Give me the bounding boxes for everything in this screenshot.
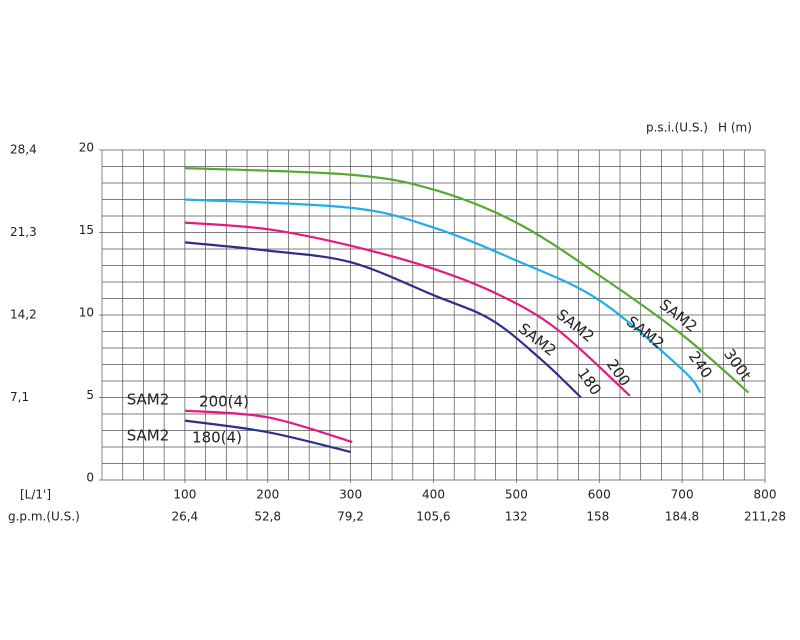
curve (184, 167, 750, 394)
curve (184, 419, 351, 454)
y2-tick-label: 28,4 (10, 143, 37, 157)
y-tick-label: 15 (79, 223, 94, 237)
x-tick-label: 600 (588, 488, 611, 502)
x-tick-label: 700 (671, 488, 694, 502)
x2-tick-label: 132 (505, 510, 528, 524)
x-axis-label: [L/1'] (20, 488, 51, 502)
curve (184, 198, 702, 394)
curve (184, 241, 582, 399)
curve (184, 409, 353, 444)
y2-axis-label: p.s.i.(U.S.) (646, 121, 708, 135)
curve-label: SAM2 (127, 391, 170, 409)
y-tick-label: 10 (79, 306, 94, 320)
x-tick-label: 300 (339, 488, 362, 502)
x-tick-label: 100 (173, 488, 196, 502)
y-tick-label: 20 (79, 141, 94, 155)
x-tick-label: 800 (754, 488, 777, 502)
y-axis-label: H (m) (718, 121, 752, 135)
y2-tick-label: 14,2 (10, 308, 37, 322)
x2-tick-label: 158 (586, 510, 609, 524)
y2-tick-label: 7,1 (10, 390, 29, 404)
x-tick-label: 500 (505, 488, 528, 502)
x2-tick-label: 105,6 (416, 510, 450, 524)
curve (184, 221, 631, 397)
x-tick-label: 200 (256, 488, 279, 502)
x2-axis-label: g.p.m.(U.S.) (8, 510, 80, 524)
curve-label: SAM2 (127, 427, 170, 445)
curve-label: 200(4) (199, 393, 249, 411)
x2-tick-label: 52,8 (254, 510, 281, 524)
x-tick-label: 400 (422, 488, 445, 502)
x2-tick-label: 26,4 (171, 510, 198, 524)
x2-tick-label: 184.8 (665, 510, 699, 524)
y-tick-label: 5 (86, 388, 94, 402)
x2-tick-label: 79,2 (337, 510, 364, 524)
y2-tick-label: 21,3 (10, 225, 37, 239)
curve-label: 180(4) (192, 429, 242, 447)
y-tick-label: 0 (86, 471, 94, 485)
x2-tick-label: 211,28 (744, 510, 786, 524)
